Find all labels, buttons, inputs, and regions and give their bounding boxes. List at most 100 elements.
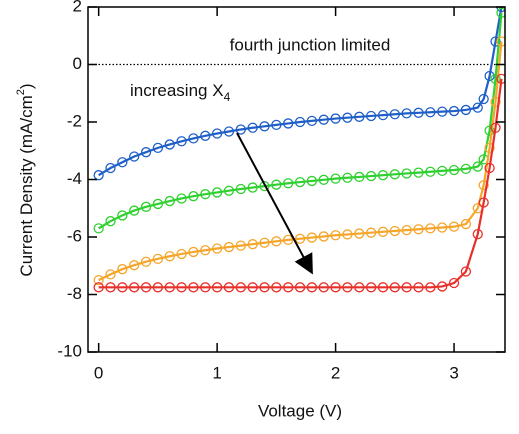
data-point — [140, 201, 152, 212]
series-line — [98, 41, 503, 282]
data-point — [164, 195, 175, 207]
data-point — [294, 233, 306, 244]
data-point — [176, 193, 187, 204]
data-point — [389, 169, 400, 180]
data-point — [354, 171, 365, 183]
data-point — [235, 282, 246, 293]
annotation: increasing X4 — [130, 81, 231, 104]
data-point — [365, 170, 377, 182]
data-point — [117, 157, 128, 168]
data-point — [294, 116, 306, 128]
data-point — [342, 282, 353, 293]
data-point — [117, 210, 128, 221]
data-point — [437, 106, 448, 117]
data-point — [188, 246, 199, 258]
data-point — [413, 107, 424, 118]
data-point — [271, 236, 282, 247]
data-point — [306, 282, 318, 293]
data-point — [342, 112, 353, 123]
data-point — [140, 147, 152, 158]
data-point — [496, 7, 505, 18]
data-point — [93, 223, 104, 234]
data-point — [140, 256, 152, 267]
data-point — [425, 166, 436, 177]
data-point — [413, 167, 424, 178]
data-point — [365, 110, 377, 122]
data-point — [354, 282, 365, 293]
data-point — [223, 126, 235, 137]
data-point — [460, 266, 472, 277]
annotation: fourth junction limited — [230, 35, 391, 54]
data-point — [484, 142, 495, 154]
data-point — [401, 108, 412, 119]
y-tick-label: -10 — [57, 341, 82, 360]
data-point — [259, 121, 270, 132]
y-axis-label: Current Density (mA/cm2) — [15, 83, 37, 276]
annotation-subscript: 4 — [224, 90, 231, 104]
data-point — [389, 225, 400, 237]
data-point — [223, 282, 235, 293]
y-tick-label: 0 — [73, 54, 82, 73]
data-point — [200, 245, 211, 256]
data-point — [152, 142, 164, 154]
data-point — [283, 178, 294, 189]
data-point — [188, 133, 199, 144]
data-point — [176, 282, 187, 293]
data-point — [223, 185, 235, 196]
data-point — [259, 282, 270, 293]
data-point — [117, 264, 128, 275]
data-point — [129, 205, 140, 216]
data-point — [283, 234, 294, 246]
data-point — [354, 228, 365, 239]
data-point — [129, 260, 140, 271]
data-point — [129, 151, 140, 162]
data-point — [318, 282, 329, 293]
data-point — [377, 170, 389, 181]
data-point — [448, 164, 460, 176]
series-line — [98, 7, 503, 177]
data-point — [211, 282, 223, 293]
series-line — [98, 12, 503, 230]
data-point — [490, 73, 501, 85]
data-point — [460, 218, 472, 230]
x-axis-label: Voltage (V) — [258, 401, 342, 420]
data-point — [140, 282, 152, 293]
data-point — [176, 136, 187, 147]
data-point — [105, 282, 116, 293]
y-tick-label: -4 — [67, 169, 82, 188]
x-tick-label: 1 — [212, 363, 221, 382]
plot-area — [88, 7, 505, 293]
data-point — [460, 163, 472, 175]
data-point — [413, 282, 424, 293]
data-point — [365, 282, 377, 293]
data-point — [188, 282, 199, 293]
data-point — [271, 282, 282, 293]
data-point — [129, 282, 140, 293]
data-point — [437, 281, 448, 292]
data-point — [472, 161, 483, 172]
data-point — [223, 241, 235, 253]
data-point — [496, 36, 505, 47]
data-point — [283, 282, 294, 293]
data-point — [413, 224, 424, 235]
data-point — [330, 230, 341, 241]
data-point — [152, 198, 164, 210]
y-tick-label: -2 — [67, 111, 82, 130]
x-tick-label: 3 — [449, 363, 458, 382]
data-point — [318, 114, 329, 125]
y-label-sup: 2 — [15, 89, 27, 95]
y-label-text: Current Density (mA/cm — [17, 95, 36, 276]
data-point — [484, 70, 495, 82]
data-point — [235, 240, 246, 251]
data-point — [478, 197, 489, 208]
y-tick-label: -6 — [67, 226, 82, 245]
data-point — [354, 111, 365, 122]
data-point — [377, 109, 389, 121]
data-point — [235, 183, 246, 195]
data-point — [164, 139, 175, 150]
x-tick-label: 2 — [331, 363, 340, 382]
data-point — [176, 248, 187, 260]
data-point — [496, 73, 505, 85]
data-point — [164, 251, 175, 262]
